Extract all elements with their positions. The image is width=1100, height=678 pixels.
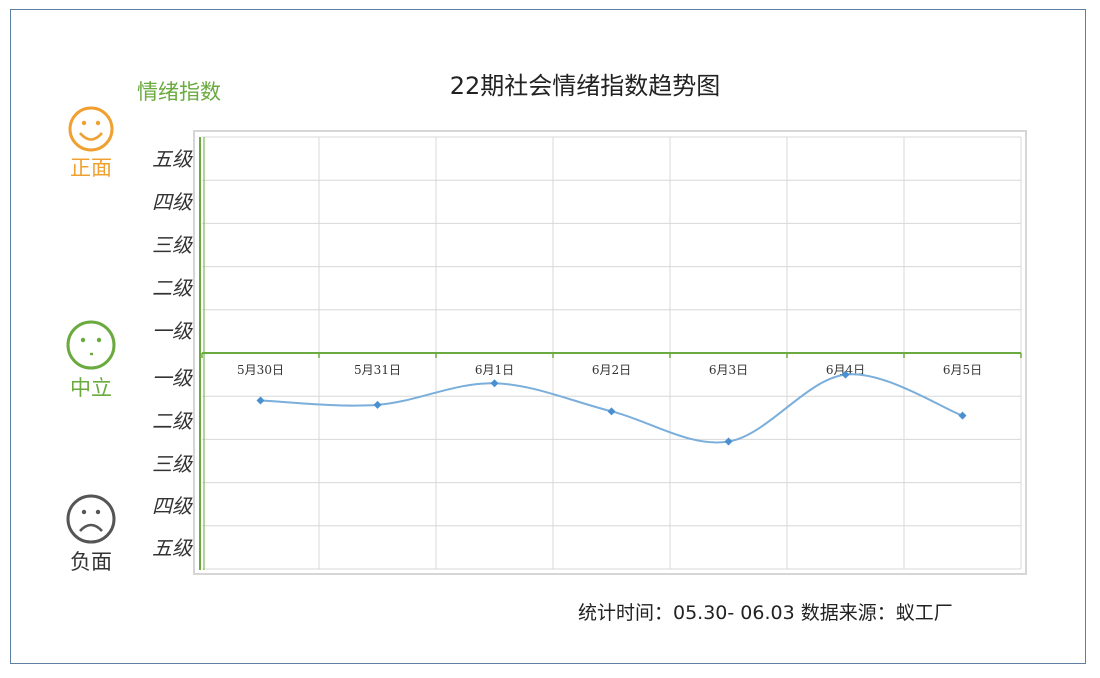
data-point: [490, 379, 499, 388]
positive-label: 正面: [61, 152, 121, 182]
data-point: [373, 400, 382, 409]
footer-source: 统计时间：05.30- 06.03 数据来源：蚁工厂: [578, 602, 953, 624]
data-point: [724, 437, 733, 446]
x-tick-label: 5月30日: [237, 363, 284, 377]
y-tick-neg-3: 三级: [152, 452, 192, 476]
neutral-label-text: 中立: [70, 376, 112, 400]
x-tick-label: 6月1日: [475, 363, 514, 377]
y-tick-neg-1: 一级: [152, 366, 192, 390]
neutral-face-icon: [66, 320, 116, 370]
y-tick-pos-3: 三级: [152, 233, 192, 257]
chart-frame: [10, 9, 1086, 664]
y-tick-neg-4: 四级: [152, 494, 192, 518]
positive-label-text: 正面: [70, 156, 112, 180]
frowning-face-icon: [66, 494, 116, 544]
negative-label: 负面: [61, 546, 121, 576]
x-tick-label: 6月5日: [943, 363, 982, 377]
negative-label-text: 负面: [70, 550, 112, 574]
x-tick-label: 5月31日: [354, 363, 401, 377]
plot-border: [193, 130, 1027, 575]
y-tick-pos-5: 五级: [152, 147, 192, 171]
x-tick-label: 6月3日: [709, 363, 748, 377]
chart-title: 22期社会情绪指数趋势图: [449, 72, 721, 100]
y-tick-pos-2: 二级: [152, 276, 192, 300]
y-tick-pos-4: 四级: [152, 190, 192, 214]
data-point: [256, 396, 265, 405]
smiling-face-icon: [68, 106, 114, 152]
y-axis-caption: 情绪指数: [137, 80, 221, 104]
y-tick-pos-1: 一级: [152, 319, 192, 343]
y-tick-neg-2: 二级: [152, 409, 192, 433]
data-point: [841, 370, 850, 379]
data-point: [607, 407, 616, 416]
data-point: [958, 411, 967, 420]
y-tick-neg-5: 五级: [152, 536, 192, 560]
neutral-label: 中立: [61, 372, 121, 402]
x-tick-label: 6月2日: [592, 363, 631, 377]
